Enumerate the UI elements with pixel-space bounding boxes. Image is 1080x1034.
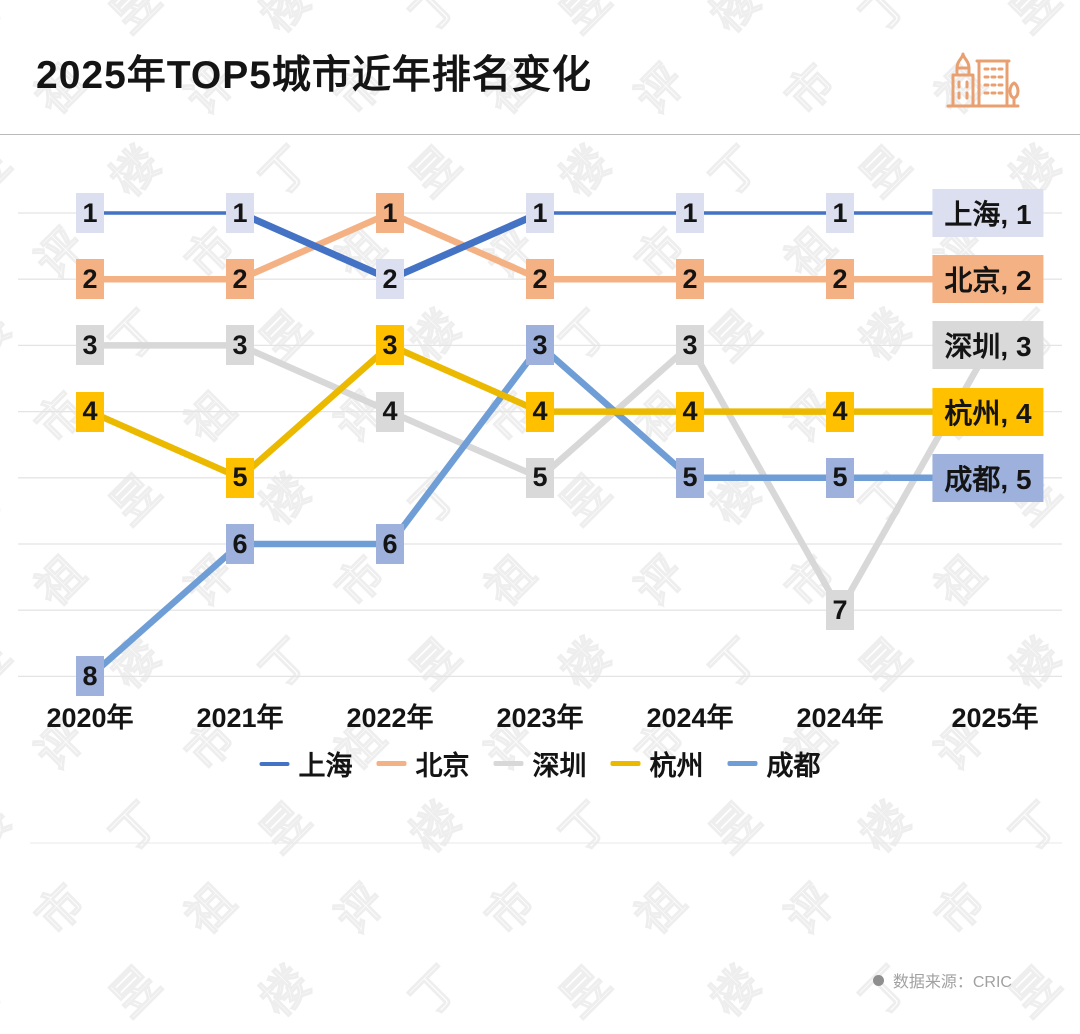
x-axis-label-3: 2023年: [496, 703, 584, 733]
point-label-上海-2024年: 1: [826, 193, 854, 233]
legend-dash-icon-深圳: [493, 761, 524, 766]
end-label-北京: 北京, 2: [932, 255, 1044, 304]
point-label-成都-2020年: 8: [76, 656, 104, 697]
point-label-上海-2020年: 1: [76, 193, 104, 233]
legend: 上海 北京 深圳 杭州 成都: [259, 744, 821, 783]
legend-item-杭州: 杭州: [610, 744, 704, 783]
point-label-杭州-2024年: 4: [826, 391, 854, 432]
point-label-杭州-2023年: 4: [526, 391, 554, 432]
point-label-深圳-2021年: 3: [226, 325, 254, 366]
legend-label-深圳: 深圳: [532, 751, 587, 781]
end-label-杭州: 杭州, 4: [932, 387, 1044, 436]
point-label-深圳-2020年: 3: [76, 325, 104, 366]
legend-label-杭州: 杭州: [649, 751, 704, 781]
point-label-深圳-2022年: 4: [376, 391, 404, 432]
point-label-成都-2021年: 6: [226, 524, 254, 564]
x-axis-label-6: 2025年: [951, 703, 1039, 733]
point-label-深圳-2024年: 7: [826, 590, 854, 631]
point-label-杭州-2024年: 4: [676, 391, 704, 432]
end-label-成都: 成都, 5: [932, 453, 1044, 502]
legend-label-上海: 上海: [298, 751, 353, 781]
legend-item-深圳: 深圳: [493, 744, 587, 783]
page-title: 2025年TOP5城市近年排名变化: [36, 54, 592, 97]
end-label-上海: 上海, 1: [932, 189, 1044, 237]
point-label-上海-2023年: 1: [526, 193, 554, 233]
x-axis-label-5: 2024年: [796, 703, 884, 733]
point-label-成都-2024年: 5: [676, 457, 704, 498]
point-label-深圳-2024年: 3: [676, 325, 704, 366]
point-label-上海-2021年: 1: [226, 193, 254, 233]
x-axis-label-2: 2022年: [346, 703, 434, 733]
point-label-成都-2024年: 5: [826, 457, 854, 498]
point-label-北京-2024年: 2: [826, 259, 854, 300]
legend-dash-icon-北京: [376, 761, 407, 766]
point-label-成都-2023年: 3: [526, 325, 554, 366]
point-label-杭州-2020年: 4: [76, 391, 104, 432]
legend-item-北京: 北京: [376, 744, 470, 783]
x-axis-label-4: 2024年: [646, 703, 734, 733]
legend-item-上海: 上海: [259, 744, 353, 783]
x-axis-label-0: 2020年: [46, 703, 134, 733]
data-source-label: 数据来源：CRIC: [892, 974, 1012, 991]
point-label-上海-2024年: 1: [676, 193, 704, 233]
point-label-北京-2021年: 2: [226, 259, 254, 300]
point-label-杭州-2022年: 3: [376, 325, 404, 366]
data-source: 数据来源：CRIC: [872, 968, 1012, 992]
legend-label-北京: 北京: [415, 751, 470, 781]
x-axis-label-1: 2021年: [196, 703, 284, 733]
header: 2025年TOP5城市近年排名变化: [0, 0, 1080, 134]
dot-icon: [872, 974, 884, 986]
header-divider: [0, 134, 1080, 135]
point-label-北京-2022年: 1: [376, 193, 404, 233]
point-label-北京-2024年: 2: [676, 259, 704, 300]
point-label-杭州-2021年: 5: [226, 457, 254, 498]
point-label-上海-2022年: 2: [376, 259, 404, 300]
city-buildings-icon: [946, 52, 1020, 108]
point-label-北京-2020年: 2: [76, 259, 104, 300]
legend-item-成都: 成都: [727, 744, 821, 783]
legend-dash-icon-上海: [259, 761, 290, 766]
point-label-深圳-2023年: 5: [526, 457, 554, 498]
legend-dash-icon-成都: [727, 761, 758, 766]
end-label-深圳: 深圳, 3: [932, 321, 1044, 370]
legend-label-成都: 成都: [766, 751, 821, 781]
point-label-北京-2023年: 2: [526, 259, 554, 300]
point-label-成都-2022年: 6: [376, 524, 404, 564]
legend-dash-icon-杭州: [610, 761, 641, 766]
